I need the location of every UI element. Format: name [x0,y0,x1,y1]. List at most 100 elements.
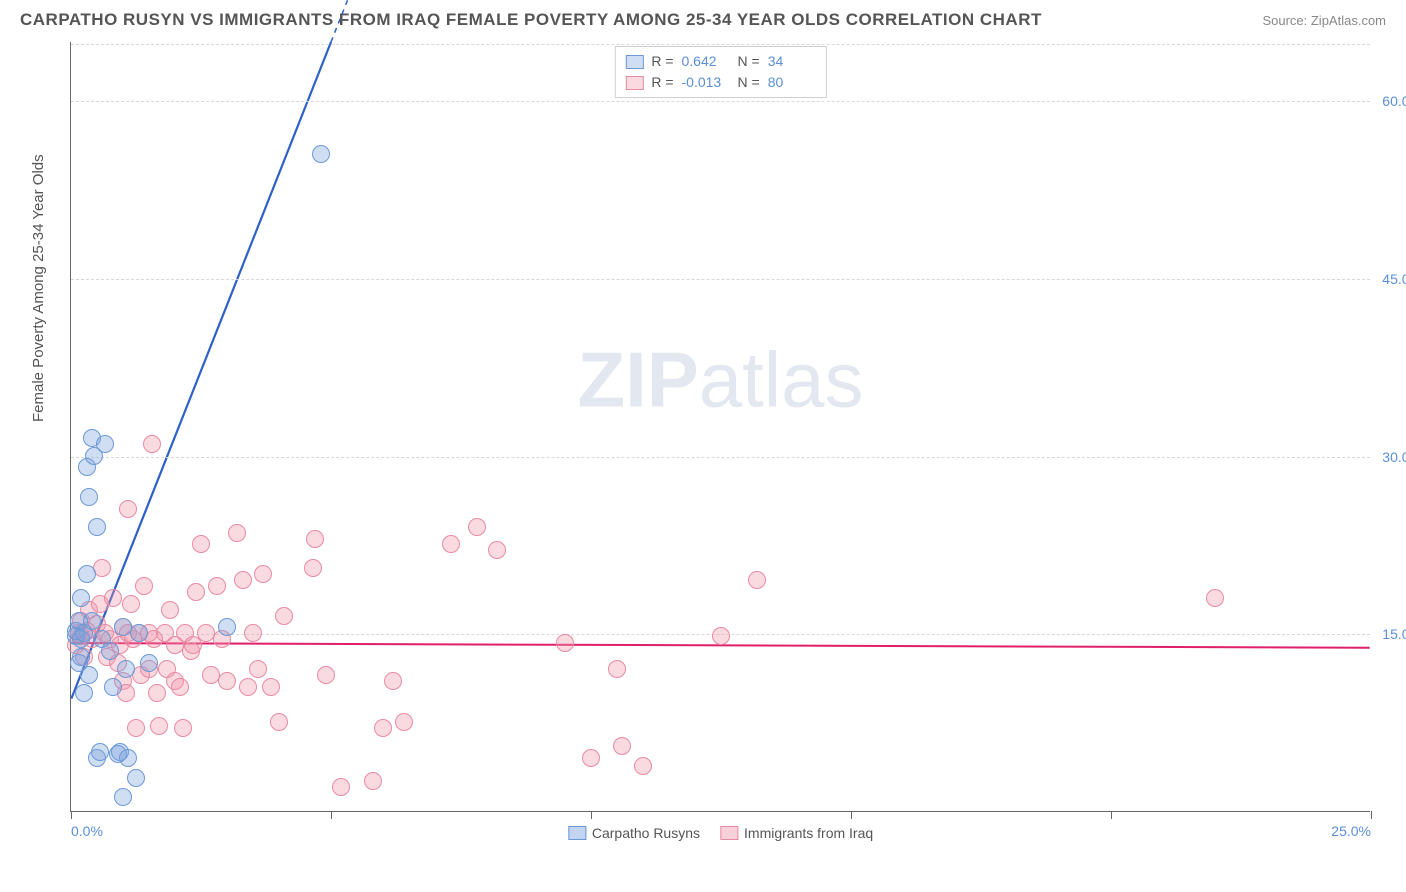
legend-series-label: Immigrants from Iraq [744,825,873,841]
data-point [332,778,350,796]
data-point [317,666,335,684]
data-point [306,530,324,548]
data-point [140,654,158,672]
data-point [208,577,226,595]
legend-swatch [568,826,586,840]
data-point [75,684,93,702]
x-tick [71,811,72,819]
data-point [395,713,413,731]
data-point [72,648,90,666]
data-point [228,524,246,542]
trend-lines [71,42,1370,811]
data-point [101,642,119,660]
data-point [254,565,272,583]
data-point [244,624,262,642]
data-point [135,577,153,595]
x-tick [1371,811,1372,819]
data-point [270,713,288,731]
data-point [312,145,330,163]
data-point [104,589,122,607]
data-point [218,618,236,636]
data-point [634,757,652,775]
data-point [93,559,111,577]
data-point [127,769,145,787]
data-point [262,678,280,696]
data-point [712,627,730,645]
legend-r-value: 0.642 [682,51,730,72]
data-point [117,660,135,678]
legend-series: Carpatho Rusyns Immigrants from Iraq [568,825,873,841]
x-tick [331,811,332,819]
data-point [174,719,192,737]
data-point [80,488,98,506]
data-point [143,435,161,453]
gridline [71,457,1370,458]
data-point [613,737,631,755]
legend-stat-row: R = 0.642 N = 34 [625,51,815,72]
y-tick-label: 45.0% [1382,271,1406,287]
data-point [80,666,98,684]
y-tick-label: 60.0% [1382,93,1406,109]
x-tick [1111,811,1112,819]
x-tick [851,811,852,819]
legend-stats: R = 0.642 N = 34 R = -0.013 N = 80 [614,46,826,98]
legend-series-label: Carpatho Rusyns [592,825,700,841]
data-point [582,749,600,767]
legend-n-label: N = [738,51,760,72]
x-tick-label: 0.0% [71,823,103,839]
data-point [78,565,96,583]
data-point [384,672,402,690]
data-point [122,595,140,613]
data-point [275,607,293,625]
data-point [748,571,766,589]
data-point [72,589,90,607]
legend-r-value: -0.013 [682,72,730,93]
data-point [374,719,392,737]
data-point [556,634,574,652]
legend-n-label: N = [738,72,760,93]
data-point [119,749,137,767]
data-point [114,788,132,806]
legend-r-label: R = [651,51,673,72]
legend-series-item: Carpatho Rusyns [568,825,700,841]
data-point [442,535,460,553]
x-tick-label: 25.0% [1331,823,1371,839]
data-point [608,660,626,678]
plot-region: ZIPatlas R =0.642N =34R =-0.013N =80 Car… [70,42,1370,812]
chart-area: Female Poverty Among 25-34 Year Olds ZIP… [50,42,1390,842]
data-point [468,518,486,536]
data-point [83,612,101,630]
legend-r-label: R = [651,72,673,93]
data-point [1206,589,1224,607]
legend-swatch [625,76,643,90]
data-point [161,601,179,619]
data-point [304,559,322,577]
data-point [488,541,506,559]
gridline [71,101,1370,102]
data-point [96,435,114,453]
legend-swatch [625,55,643,69]
data-point [239,678,257,696]
chart-title: CARPATHO RUSYN VS IMMIGRANTS FROM IRAQ F… [20,10,1042,30]
legend-n-value: 34 [768,51,816,72]
source-label: Source: ZipAtlas.com [1262,13,1386,28]
gridline [71,279,1370,280]
data-point [91,743,109,761]
data-point [88,518,106,536]
data-point [171,678,189,696]
data-point [148,684,166,702]
data-point [249,660,267,678]
legend-stat-row: R = -0.013 N = 80 [625,72,815,93]
data-point [119,500,137,518]
data-point [104,678,122,696]
data-point [218,672,236,690]
data-point [192,535,210,553]
gridline [71,44,1370,45]
data-point [234,571,252,589]
legend-n-value: 80 [768,72,816,93]
y-tick-label: 15.0% [1382,626,1406,642]
data-point [187,583,205,601]
legend-series-item: Immigrants from Iraq [720,825,873,841]
y-axis-label: Female Poverty Among 25-34 Year Olds [30,154,47,422]
legend-swatch [720,826,738,840]
